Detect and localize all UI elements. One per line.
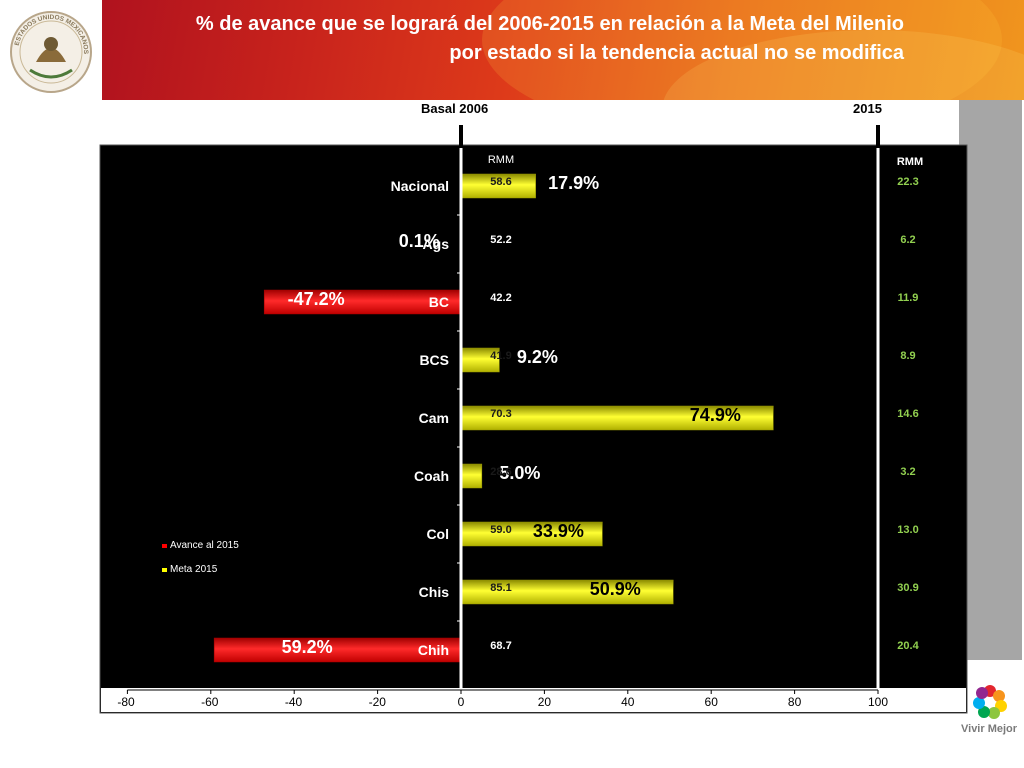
vivir-mejor-text: Vivir Mejor xyxy=(961,723,1018,735)
rmm-2015-nacional: 22.3 xyxy=(897,176,918,188)
x-tick-label: 80 xyxy=(788,695,802,709)
category-label-nacional: Nacional xyxy=(391,178,449,194)
value-label-bc: -47.2% xyxy=(288,289,345,309)
legend-label-1: Meta 2015 xyxy=(170,564,218,575)
value-label-cam: 74.9% xyxy=(690,405,741,425)
x-tick-label: -20 xyxy=(369,695,387,709)
value-label-chih: 59.2% xyxy=(282,637,333,657)
value-label-nacional: 17.9% xyxy=(548,173,599,193)
x-tick-label: 0 xyxy=(458,695,465,709)
legend-swatch-0 xyxy=(162,544,167,548)
rmm-2006-cam: 70.3 xyxy=(490,408,511,420)
value-label-ags: 0.1% xyxy=(399,231,440,251)
category-label-chis: Chis xyxy=(419,584,450,600)
rmm-header-right: RMM xyxy=(897,156,923,168)
title-line-1: % de avance que se logrará del 2006-2015… xyxy=(195,13,904,35)
title-line-2: por estado si la tendencia actual no se … xyxy=(449,42,904,64)
rmm-2015-bcs: 8.9 xyxy=(900,350,915,362)
category-label-coah: Coah xyxy=(414,468,449,484)
rmm-2006-chih: 68.7 xyxy=(490,640,511,652)
rmm-2006-chis: 85.1 xyxy=(490,582,511,594)
x-tick-label: -60 xyxy=(201,695,219,709)
bar-coah xyxy=(460,463,483,489)
category-label-bc: BC xyxy=(429,294,449,310)
rmm-2006-nacional: 58.6 xyxy=(490,176,511,188)
rmm-2015-chih: 20.4 xyxy=(897,640,919,652)
bar-bcs xyxy=(460,347,500,373)
basal-2006-label: Basal 2006 xyxy=(421,101,489,116)
legend-label-0: Avance al 2015 xyxy=(170,540,239,551)
rmm-2006-bc: 42.2 xyxy=(490,292,511,304)
category-label-bcs: BCS xyxy=(419,352,449,368)
seal-box: ESTADOS UNIDOS MEXICANOS xyxy=(0,0,102,100)
title-banner xyxy=(102,0,1024,100)
value-label-chis: 50.9% xyxy=(590,579,641,599)
category-label-col: Col xyxy=(426,526,449,542)
goal-2015-label: 2015 xyxy=(853,101,882,116)
rmm-2015-col: 13.0 xyxy=(897,524,918,536)
bar-chih xyxy=(213,637,462,663)
legend-swatch-1 xyxy=(162,568,167,572)
x-tick-label: -40 xyxy=(285,695,303,709)
rmm-2015-bc: 11.9 xyxy=(898,292,919,304)
category-label-chih: Chih xyxy=(418,642,449,658)
rmm-2006-bcs: 41.9 xyxy=(490,350,511,362)
bar-bc xyxy=(263,289,462,315)
rmm-2015-coah: 3.2 xyxy=(900,466,915,478)
x-axis-band xyxy=(101,688,966,712)
page-title: % de avance que se logrará del 2006-2015… xyxy=(196,10,904,68)
side-gray-bar xyxy=(959,100,1022,660)
x-tick-label: 60 xyxy=(705,695,719,709)
x-tick-label: 20 xyxy=(538,695,552,709)
bar-cam xyxy=(460,405,774,431)
rmm-2006-ags: 52.2 xyxy=(490,234,511,246)
header: ESTADOS UNIDOS MEXICANOS % de avance que… xyxy=(0,0,1024,100)
bar-col xyxy=(460,521,603,547)
value-label-coah: 5.0% xyxy=(499,463,540,483)
rmm-header-left: RMM xyxy=(488,154,514,166)
rmm-2015-chis: 30.9 xyxy=(897,582,918,594)
category-label-ags: Ags xyxy=(423,236,450,252)
x-tick-label: -80 xyxy=(117,695,135,709)
x-tick-label: 40 xyxy=(621,695,635,709)
value-label-col: 33.9% xyxy=(533,521,584,541)
rmm-2015-ags: 6.2 xyxy=(900,234,915,246)
category-label-cam: Cam xyxy=(419,410,449,426)
value-label-bcs: 9.2% xyxy=(517,347,558,367)
vivir-mejor-logo-icon xyxy=(973,685,1007,719)
rmm-2015-cam: 14.6 xyxy=(897,408,918,420)
mexican-seal-icon: ESTADOS UNIDOS MEXICANOS xyxy=(10,11,92,93)
rmm-2006-col: 59.0 xyxy=(490,524,511,536)
x-tick-label: 100 xyxy=(868,695,888,709)
rmm-2006-coah: 28.6 xyxy=(490,466,511,478)
